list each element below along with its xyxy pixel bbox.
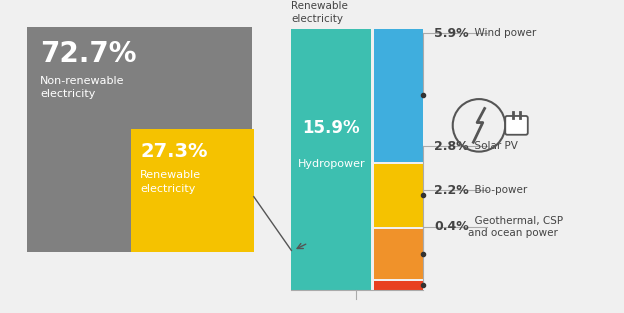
Text: 2.2%: 2.2%	[434, 184, 469, 197]
Text: 27.3%: 27.3%	[140, 142, 208, 161]
Text: Solar PV: Solar PV	[468, 141, 518, 151]
Bar	[131, 129, 254, 252]
Text: Bio-power: Bio-power	[468, 185, 527, 195]
Text: Wind power: Wind power	[468, 28, 536, 38]
FancyBboxPatch shape	[505, 116, 528, 135]
Text: Hydropower: Hydropower	[298, 159, 365, 169]
Text: 2.8%: 2.8%	[434, 140, 469, 153]
Bar	[291, 29, 371, 290]
Text: 72.7%: 72.7%	[40, 40, 137, 68]
Bar	[374, 229, 422, 279]
Text: 0.4%: 0.4%	[434, 220, 469, 233]
Bar	[374, 280, 422, 290]
Text: 15.9%: 15.9%	[303, 119, 360, 137]
Bar	[27, 27, 252, 252]
Text: Renewable
electricity: Renewable electricity	[291, 1, 348, 24]
Text: 5.9%: 5.9%	[434, 27, 469, 40]
Text: Renewable
electricity: Renewable electricity	[140, 170, 202, 194]
Text: Geothermal, CSP
and ocean power: Geothermal, CSP and ocean power	[468, 216, 563, 238]
Bar	[374, 29, 422, 162]
Text: Non-renewable
electricity: Non-renewable electricity	[40, 76, 124, 99]
Bar	[374, 164, 422, 227]
